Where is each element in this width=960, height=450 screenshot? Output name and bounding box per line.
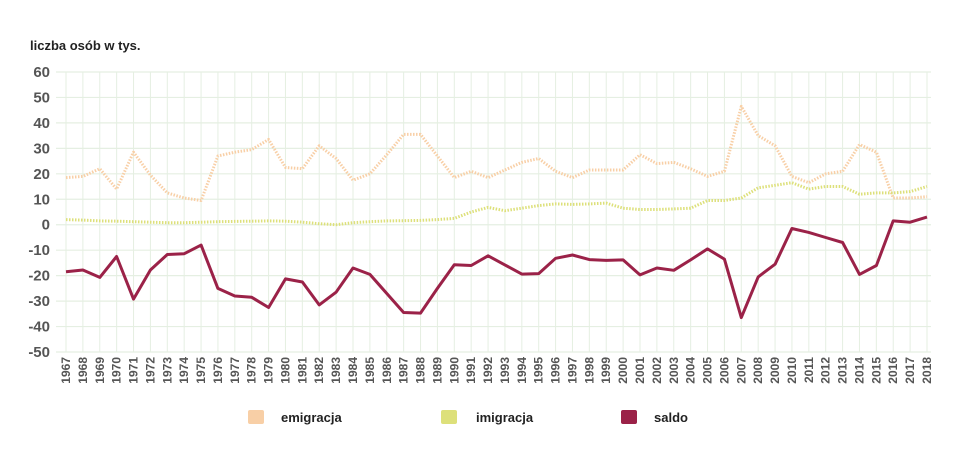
grid — [56, 71, 931, 353]
series-line-saldo — [65, 215, 928, 320]
x-tick-label: 1996 — [549, 357, 563, 384]
x-tick-label: 2001 — [633, 357, 647, 384]
x-tick-label: 1971 — [127, 357, 141, 384]
x-tick-label: 2004 — [684, 357, 698, 384]
x-tick-label: 1975 — [194, 357, 208, 384]
x-tick-label: 1999 — [599, 357, 613, 384]
series-line-imigracja — [65, 181, 928, 227]
x-tick-label: 1980 — [278, 357, 292, 384]
x-tick-label: 1991 — [464, 357, 478, 384]
x-tick-label: 2002 — [650, 357, 664, 384]
x-tick-label: 1993 — [498, 357, 512, 384]
y-axis-label: liczba osób w tys. — [30, 38, 141, 53]
legend-label-emigracja: emigracja — [281, 410, 342, 425]
series-lines — [65, 104, 928, 320]
x-tick-label: 2015 — [869, 357, 883, 384]
x-tick-label: 1970 — [110, 357, 124, 384]
x-tick-label: 1992 — [481, 357, 495, 384]
y-tick-label: -40 — [28, 319, 50, 336]
y-tick-label: -10 — [28, 242, 50, 259]
x-tick-label: 1988 — [414, 357, 428, 384]
x-tick-label: 1967 — [59, 357, 73, 384]
x-tick-label: 1972 — [143, 357, 157, 384]
y-tick-label: 20 — [33, 166, 50, 183]
x-tick-label: 2010 — [785, 357, 799, 384]
y-tick-label: 40 — [33, 115, 50, 132]
x-tick-label: 1969 — [93, 357, 107, 384]
x-ticks: 1967 1968 1969 1970 1971 1972 1973 1974 1975 1976… — [59, 357, 934, 384]
y-tick-label: 10 — [33, 191, 50, 208]
legend-label-saldo: saldo — [654, 410, 688, 425]
y-ticks: 60 50 40 30 20 10 0 -10 -20 -30 -40 -50 — [28, 64, 50, 361]
x-tick-label: 1994 — [515, 357, 529, 384]
series-line-emigracja — [65, 104, 928, 202]
x-tick-label: 2006 — [717, 357, 731, 384]
x-tick-label: 2012 — [819, 357, 833, 384]
x-tick-label: 2007 — [734, 357, 748, 384]
y-tick-label: 0 — [42, 217, 50, 234]
x-tick-label: 1981 — [295, 357, 309, 384]
y-tick-label: -20 — [28, 268, 50, 285]
x-tick-label: 2014 — [852, 357, 866, 384]
x-tick-label: 1973 — [160, 357, 174, 384]
y-tick-label: 50 — [33, 89, 50, 106]
x-tick-label: 2005 — [701, 357, 715, 384]
x-tick-label: 1997 — [565, 357, 579, 384]
x-tick-label: 2018 — [920, 357, 934, 384]
x-tick-label: 2000 — [616, 357, 630, 384]
x-tick-label: 2013 — [836, 357, 850, 384]
x-tick-label: 1986 — [380, 357, 394, 384]
legend-swatch-imigracja — [441, 410, 457, 424]
x-tick-label: 1983 — [329, 357, 343, 384]
legend-label-imigracja: imigracja — [476, 410, 534, 425]
x-tick-label: 1987 — [397, 357, 411, 384]
x-tick-label: 1985 — [363, 357, 377, 384]
x-tick-label: 1989 — [430, 357, 444, 384]
y-tick-label: -50 — [28, 344, 50, 361]
x-tick-label: 1977 — [228, 357, 242, 384]
x-tick-label: 2008 — [751, 357, 765, 384]
x-tick-label: 1998 — [582, 357, 596, 384]
x-tick-label: 1976 — [211, 357, 225, 384]
x-tick-label: 1979 — [262, 357, 276, 384]
x-tick-label: 2003 — [667, 357, 681, 384]
legend-swatch-saldo — [621, 410, 637, 424]
x-tick-label: 2016 — [886, 357, 900, 384]
y-tick-label: 60 — [33, 64, 50, 81]
x-tick-label: 1982 — [312, 357, 326, 384]
y-tick-label: -30 — [28, 293, 50, 310]
x-tick-label: 1974 — [177, 357, 191, 384]
x-tick-label: 1968 — [76, 357, 90, 384]
x-tick-label: 1990 — [447, 357, 461, 384]
x-tick-label: 1978 — [245, 357, 259, 384]
x-tick-label: 1984 — [346, 357, 360, 384]
x-tick-label: 2011 — [802, 357, 816, 383]
x-tick-label: 2017 — [903, 357, 917, 384]
x-tick-label: 2009 — [768, 357, 782, 384]
legend: emigracja imigracja saldo — [248, 410, 688, 425]
y-tick-label: 30 — [33, 140, 50, 157]
legend-swatch-emigracja — [248, 410, 264, 424]
x-tick-label: 1995 — [532, 357, 546, 384]
